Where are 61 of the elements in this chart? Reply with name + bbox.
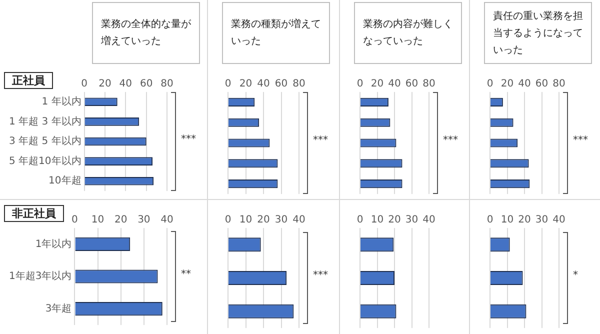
text: *** [573, 135, 588, 146]
y-tick-label: 1 年以内 [42, 95, 82, 108]
x-tick-label: 30 [405, 214, 418, 226]
text: *** [313, 135, 328, 146]
y-tick-label: 1 年超 3 年以内 [9, 115, 82, 128]
x-tick-label: 40 [422, 214, 436, 226]
chart-title: 責任の重い業務を担当するようになっていった [484, 2, 592, 64]
x-tick-label: 20 [388, 214, 401, 226]
x-tick-label: 0 [224, 78, 232, 90]
x-tick-label: 10 [91, 214, 104, 226]
x-tick-label: 80 [552, 78, 566, 90]
x-tick-label: 40 [388, 78, 401, 90]
x-tick-label: 0 [356, 214, 364, 226]
x-tick-label: 20 [98, 78, 112, 90]
y-tick-label: 3年超 [45, 302, 72, 314]
text: *** [443, 135, 458, 146]
x-tick-label: 10 [239, 214, 252, 226]
y-tick-label: 1年超3年以内 [8, 270, 72, 282]
x-tick-label: 10 [370, 214, 384, 226]
x-tick-label: 0 [224, 214, 232, 226]
y-axis-title: 非正社員 [4, 205, 64, 222]
x-tick-label: 40 [292, 214, 306, 226]
x-tick-label: 30 [535, 214, 548, 226]
x-tick-label: 60 [140, 78, 153, 90]
x-tick-label: 40 [160, 214, 174, 226]
x-tick-label: 0 [356, 78, 364, 90]
text: * [573, 270, 578, 281]
x-tick-label: 60 [535, 78, 548, 90]
x-tick-label: 80 [292, 78, 306, 90]
chart-title: 業務の全体的な量が増えていった [92, 2, 200, 64]
x-tick-label: 40 [518, 78, 531, 90]
x-tick-label: 20 [114, 214, 128, 226]
y-tick-label: 3 年超 5 年以内 [9, 135, 82, 148]
chart-title: 業務の種類が増えていった [222, 2, 330, 64]
y-tick-label: 1年以内 [35, 238, 72, 250]
text: *** [181, 134, 196, 144]
y-tick-label: 5 年超10年以内 [9, 154, 82, 167]
x-tick-label: 20 [370, 78, 384, 90]
x-tick-label: 30 [274, 214, 288, 226]
y-axis-title: 正社員 [4, 72, 53, 89]
x-tick-label: 40 [257, 78, 270, 90]
x-tick-label: 10 [500, 214, 514, 226]
x-tick-label: 60 [274, 78, 288, 90]
x-tick-label: 80 [422, 78, 436, 90]
text: ** [181, 268, 191, 280]
x-tick-label: 60 [405, 78, 418, 90]
y-tick-label: 10年超 [48, 174, 82, 187]
x-tick-label: 40 [552, 214, 566, 226]
chart-title: 業務の内容が難しくなっていった [354, 2, 462, 64]
x-tick-label: 0 [486, 78, 494, 90]
x-tick-label: 80 [160, 78, 174, 90]
x-tick-label: 40 [119, 78, 132, 90]
x-tick-label: 30 [138, 214, 150, 226]
x-tick-label: 20 [500, 78, 514, 90]
x-tick-label: 20 [257, 214, 270, 226]
x-tick-label: 0 [81, 78, 88, 90]
x-tick-label: 0 [486, 214, 494, 226]
x-tick-label: 0 [72, 214, 78, 226]
x-tick-label: 20 [239, 78, 252, 90]
text: *** [313, 270, 328, 281]
x-tick-label: 20 [518, 214, 531, 226]
